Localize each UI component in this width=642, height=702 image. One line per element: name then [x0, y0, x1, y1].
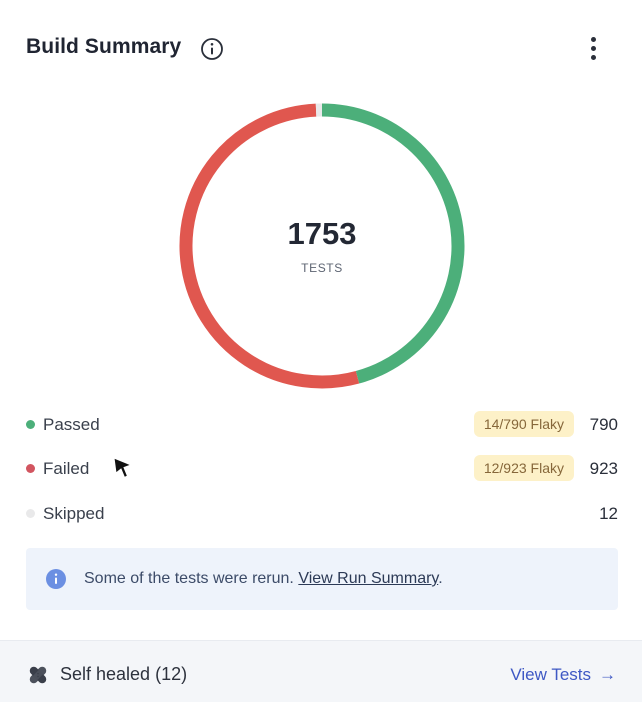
total-tests-count: 1753: [287, 216, 357, 251]
legend-label: Skipped: [43, 504, 105, 523]
card-header: Build Summary: [0, 0, 642, 92]
rerun-notice: Some of the tests were rerun. View Run S…: [26, 548, 618, 610]
legend-row-failed: Failed 12/923 Flaky 923: [0, 454, 642, 484]
build-donut-chart: [179, 103, 465, 389]
rerun-suffix: .: [438, 570, 443, 587]
rerun-message: Some of the tests were rerun.: [84, 570, 299, 587]
legend-value: 12: [599, 504, 618, 523]
passed-dot-icon: [26, 420, 35, 429]
legend-row-passed: Passed 14/790 Flaky 790: [0, 410, 642, 440]
info-circle-icon[interactable]: [200, 37, 224, 61]
self-healed-footer: Self healed (12) View Tests →: [0, 640, 642, 702]
view-tests-label: View Tests: [510, 665, 591, 684]
self-healed-label: Self healed (12): [60, 664, 188, 684]
arrow-right-icon: →: [599, 665, 616, 684]
view-run-summary-link[interactable]: View Run Summary: [298, 570, 439, 587]
donut-segment-failed[interactable]: [179, 103, 360, 389]
card-title: Build Summary: [26, 35, 182, 58]
info-filled-icon: [46, 569, 66, 589]
legend-label: Passed: [43, 415, 100, 434]
donut-segment-passed[interactable]: [321, 103, 465, 384]
legend-value: 923: [589, 459, 618, 478]
legend-value: 790: [589, 415, 618, 434]
legend-row-skipped: Skipped 12: [0, 499, 642, 529]
total-tests-label: TESTS: [301, 261, 343, 275]
bandage-icon: [29, 666, 47, 684]
legend-label: Failed: [43, 459, 90, 478]
rerun-notice-text: Some of the tests were rerun. View Run S…: [84, 570, 443, 588]
failed-dot-icon: [26, 464, 35, 473]
view-tests-link[interactable]: View Tests →: [510, 665, 616, 685]
flaky-badge[interactable]: 14/790 Flaky: [473, 411, 574, 437]
flaky-badge[interactable]: 12/923 Flaky: [473, 455, 574, 481]
mouse-pointer-icon: [113, 457, 133, 479]
kebab-menu-button[interactable]: [582, 34, 606, 64]
skipped-dot-icon: [26, 509, 35, 518]
